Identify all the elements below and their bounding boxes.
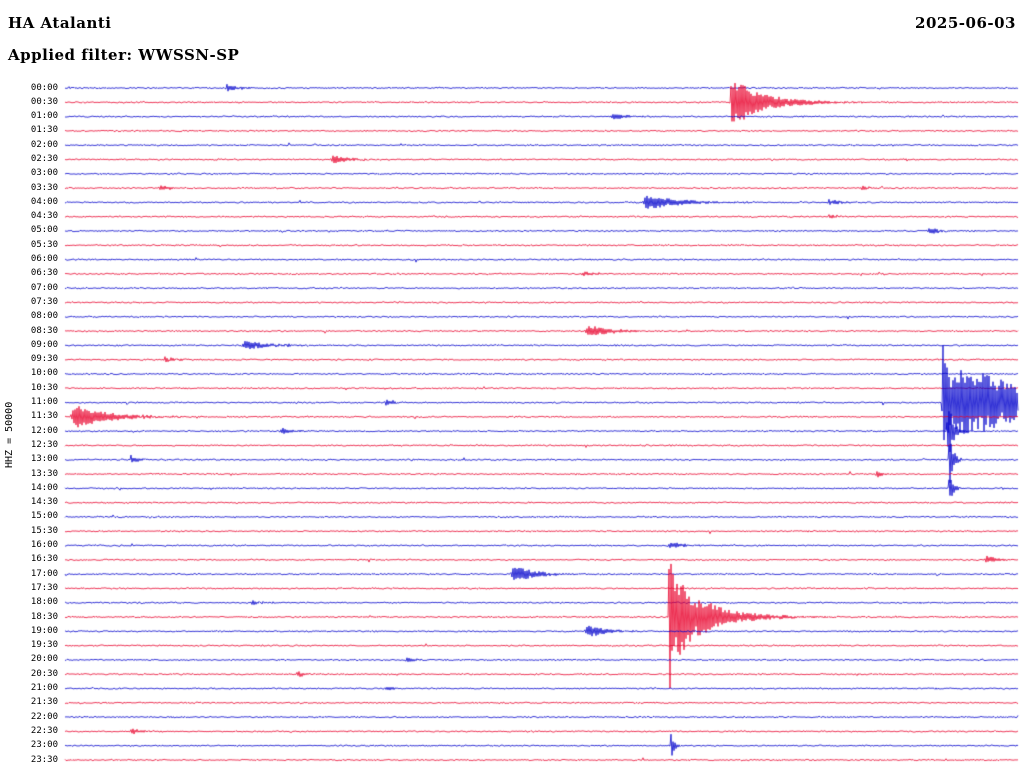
seismogram-canvas bbox=[0, 0, 1024, 780]
